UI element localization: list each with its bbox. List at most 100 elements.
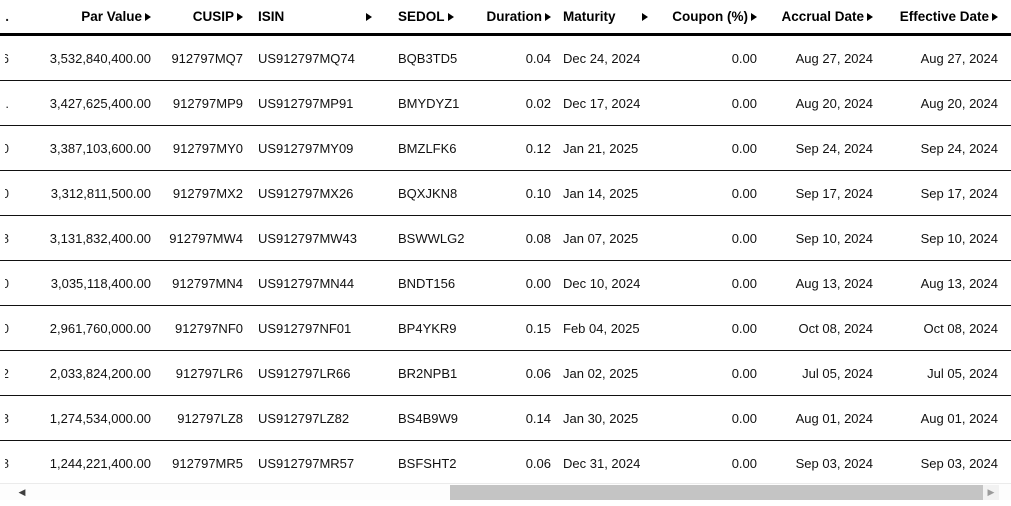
clipped-column-fragment: 0	[5, 185, 9, 201]
sedol-value: BNDT156	[398, 275, 456, 291]
duration-value: 0.04	[525, 50, 551, 66]
column-header-cusip[interactable]: CUSIP	[151, 0, 243, 33]
par-value-cell: 3,312,811,500.00	[18, 171, 151, 215]
coupon-value: 0.00	[731, 410, 757, 426]
column-header-effective-date[interactable]: Effective Date	[873, 0, 998, 33]
isin-value: US912797MP91	[258, 95, 354, 111]
coupon-value: 0.00	[731, 185, 757, 201]
cusip-value: 912797LR6	[175, 365, 243, 381]
maturity-cell: Jan 30, 2025	[551, 396, 648, 440]
par-value-value: 3,312,811,500.00	[50, 185, 151, 201]
maturity-value: Dec 17, 2024	[563, 95, 641, 111]
fragment-cell: 0	[0, 261, 18, 305]
coupon-value: 0.00	[731, 140, 757, 156]
accrual-date-cell: Sep 03, 2024	[757, 441, 873, 485]
column-header-fragment: .	[0, 0, 18, 33]
effective-date-cell: Aug 01, 2024	[873, 396, 998, 440]
table-row: 6 3,532,840,400.00 912797MQ7 US912797MQ74 BQ…	[0, 36, 1011, 81]
effective-date-value: Sep 17, 2024	[920, 185, 998, 201]
table-body: 6 3,532,840,400.00 912797MQ7 US912797MQ74 BQ…	[0, 36, 1011, 485]
column-header-label: Par Value	[81, 9, 142, 24]
effective-date-cell: Sep 24, 2024	[873, 126, 998, 170]
duration-cell: 0.04	[470, 36, 551, 80]
accrual-date-value: Aug 20, 2024	[795, 95, 873, 111]
table-row: 8 3,131,832,400.00 912797MW4 US912797MW43 BS…	[0, 216, 1011, 261]
sedol-value: BMZLFK6	[398, 140, 457, 156]
coupon-cell: 0.00	[648, 81, 757, 125]
effective-date-value: Sep 03, 2024	[920, 455, 998, 471]
cusip-cell: 912797MW4	[151, 216, 243, 260]
par-value-value: 3,131,832,400.00	[49, 230, 151, 246]
column-header-isin[interactable]: ISIN	[243, 0, 372, 33]
accrual-date-value: Aug 13, 2024	[795, 275, 873, 291]
clipped-column-fragment: .	[5, 95, 9, 111]
clipped-column-fragment: 2	[5, 365, 9, 381]
cusip-value: 912797LZ8	[177, 410, 243, 426]
column-header-duration[interactable]: Duration	[470, 0, 551, 33]
sedol-value: BS4B9W9	[398, 410, 458, 426]
par-value-cell: 2,961,760,000.00	[18, 306, 151, 350]
par-value-cell: 3,035,118,400.00	[18, 261, 151, 305]
column-header-coupon[interactable]: Coupon (%)	[648, 0, 757, 33]
isin-value: US912797LR66	[258, 365, 351, 381]
cusip-value: 912797NF0	[175, 320, 243, 336]
column-header-par-value[interactable]: Par Value	[18, 0, 151, 33]
maturity-value: Jan 14, 2025	[563, 185, 639, 201]
fragment-cell: 8	[0, 216, 18, 260]
cusip-value: 912797MR5	[172, 455, 243, 471]
effective-date-cell: Aug 13, 2024	[873, 261, 998, 305]
sort-arrow-icon	[145, 12, 151, 21]
sort-arrow-icon	[237, 12, 243, 21]
sort-arrow-icon	[867, 12, 873, 21]
effective-date-cell: Sep 10, 2024	[873, 216, 998, 260]
isin-cell: US912797LZ82	[243, 396, 372, 440]
column-header-maturity[interactable]: Maturity	[551, 0, 648, 33]
duration-cell: 0.00	[470, 261, 551, 305]
cusip-cell: 912797LZ8	[151, 396, 243, 440]
cusip-value: 912797MQ7	[171, 50, 243, 66]
coupon-value: 0.00	[731, 455, 757, 471]
cusip-value: 912797MY0	[172, 140, 243, 156]
isin-value: US912797MR57	[258, 455, 355, 471]
clipped-column-fragment: 8	[5, 230, 9, 246]
isin-value: US912797MQ74	[258, 50, 355, 66]
fragment-cell: .	[0, 81, 18, 125]
cusip-value: 912797MX2	[172, 185, 243, 201]
duration-value: 0.12	[525, 140, 551, 156]
coupon-cell: 0.00	[648, 126, 757, 170]
cusip-cell: 912797MR5	[151, 441, 243, 485]
sort-arrow-icon	[992, 12, 998, 21]
table-row: . 3,427,625,400.00 912797MP9 US912797MP91 BM…	[0, 81, 1011, 126]
effective-date-value: Sep 10, 2024	[920, 230, 998, 246]
effective-date-value: Aug 20, 2024	[920, 95, 998, 111]
accrual-date-value: Sep 03, 2024	[795, 455, 873, 471]
accrual-date-cell: Jul 05, 2024	[757, 351, 873, 395]
isin-cell: US912797MR57	[243, 441, 372, 485]
isin-cell: US912797NF01	[243, 306, 372, 350]
accrual-date-cell: Sep 10, 2024	[757, 216, 873, 260]
table-row: 0 3,312,811,500.00 912797MX2 US912797MX26 BQ…	[0, 171, 1011, 216]
isin-cell: US912797MY09	[243, 126, 372, 170]
sedol-cell: BSWWLG2	[372, 216, 470, 260]
sort-arrow-icon	[751, 12, 757, 21]
effective-date-cell: Oct 08, 2024	[873, 306, 998, 350]
scroll-left-arrow-icon[interactable]: ◀	[18, 487, 26, 497]
isin-value: US912797NF01	[258, 320, 352, 336]
fragment-cell: 0	[0, 306, 18, 350]
scroll-right-arrow-icon[interactable]: ▶	[983, 485, 999, 500]
accrual-date-cell: Aug 20, 2024	[757, 81, 873, 125]
par-value-value: 1,244,221,400.00	[49, 455, 151, 471]
cusip-cell: 912797NF0	[151, 306, 243, 350]
scrollbar-thumb[interactable]	[450, 485, 983, 500]
coupon-cell: 0.00	[648, 216, 757, 260]
par-value-value: 3,427,625,400.00	[49, 95, 151, 111]
horizontal-scrollbar[interactable]: ◀ ▶	[0, 483, 1011, 500]
maturity-value: Dec 24, 2024	[563, 50, 641, 66]
sedol-cell: BS4B9W9	[372, 396, 470, 440]
column-header-sedol[interactable]: SEDOL	[372, 0, 470, 33]
column-header-accrual-date[interactable]: Accrual Date	[757, 0, 873, 33]
fragment-cell: 2	[0, 351, 18, 395]
clipped-column-fragment: 0	[5, 275, 9, 291]
column-header-label: Duration	[486, 9, 543, 24]
cusip-cell: 912797MX2	[151, 171, 243, 215]
